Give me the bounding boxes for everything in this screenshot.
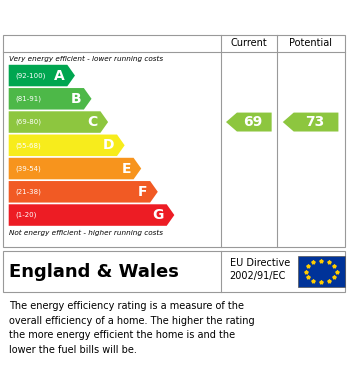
Text: E: E [121, 161, 131, 176]
Text: (92-100): (92-100) [15, 72, 45, 79]
Text: C: C [87, 115, 98, 129]
Text: Current: Current [230, 38, 267, 48]
FancyBboxPatch shape [298, 256, 345, 287]
Text: Energy Efficiency Rating: Energy Efficiency Rating [9, 7, 238, 25]
Text: Potential: Potential [289, 38, 332, 48]
Polygon shape [9, 204, 174, 226]
Text: A: A [54, 68, 64, 83]
Polygon shape [226, 113, 272, 131]
Text: EU Directive
2002/91/EC: EU Directive 2002/91/EC [230, 258, 290, 281]
Text: (39-54): (39-54) [15, 165, 41, 172]
Text: (81-91): (81-91) [15, 95, 41, 102]
Text: (21-38): (21-38) [15, 188, 41, 195]
Text: 73: 73 [306, 115, 325, 129]
Text: D: D [103, 138, 114, 152]
Text: Very energy efficient - lower running costs: Very energy efficient - lower running co… [9, 56, 163, 62]
Text: The energy efficiency rating is a measure of the
overall efficiency of a home. T: The energy efficiency rating is a measur… [9, 301, 254, 355]
Polygon shape [9, 111, 108, 133]
Polygon shape [9, 65, 75, 86]
Text: England & Wales: England & Wales [9, 262, 179, 281]
Text: Not energy efficient - higher running costs: Not energy efficient - higher running co… [9, 230, 163, 236]
Text: F: F [138, 185, 147, 199]
Polygon shape [9, 181, 158, 203]
Text: (55-68): (55-68) [15, 142, 41, 149]
Text: 69: 69 [243, 115, 262, 129]
Polygon shape [9, 158, 141, 179]
Text: (1-20): (1-20) [15, 212, 36, 218]
Text: (69-80): (69-80) [15, 119, 41, 125]
Text: G: G [152, 208, 164, 222]
Polygon shape [283, 113, 338, 131]
Polygon shape [9, 88, 92, 109]
Polygon shape [9, 135, 125, 156]
Text: B: B [70, 92, 81, 106]
